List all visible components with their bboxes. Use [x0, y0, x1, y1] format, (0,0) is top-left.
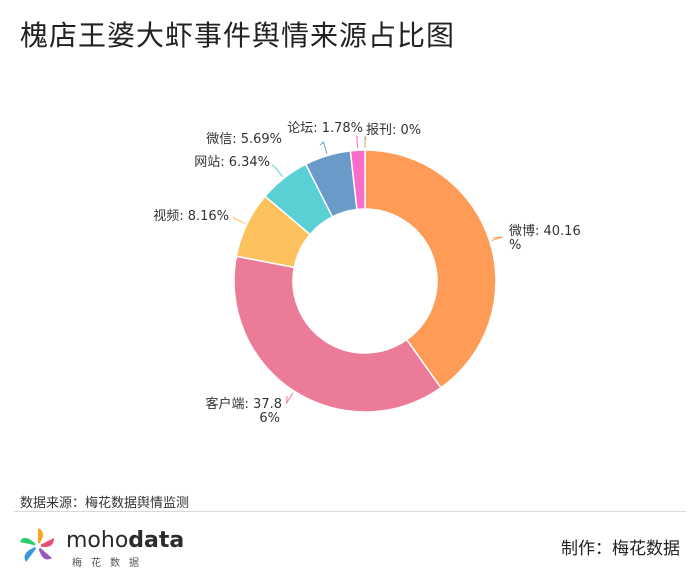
- donut-slices: [233, 149, 497, 413]
- slice-label-2: 客户端: 37.8 6%: [206, 396, 282, 426]
- leader-line-6: [356, 135, 359, 149]
- slice-label-1: 微博: 40.16%: [509, 224, 581, 253]
- data-source-note: 数据来源：梅花数据舆情监测: [20, 496, 190, 511]
- label-leader-lines: [232, 135, 504, 405]
- logo-word-bold: data: [128, 528, 185, 553]
- slice-label-4: 网站: 6.34%: [194, 155, 270, 170]
- donut-chart: 微博: 40.16 % 客户端: 37.8 6% 视频: 8.16% 网站: 6.34% 微…: [153, 121, 581, 426]
- mohodata-logo: mohodata 梅花数据: [18, 524, 184, 569]
- leader-line-2: [285, 392, 294, 405]
- slice-label-3: 视频: 8.16%: [153, 209, 229, 224]
- leader-line-7: [364, 135, 367, 148]
- slice-label-7: 报刊: 0%: [366, 123, 421, 138]
- maker-credit: 制作：梅花数据: [561, 539, 680, 559]
- slice-1[interactable]: [364, 149, 497, 389]
- logo-subtitle: 梅花数据: [72, 558, 148, 569]
- chart-title: 槐店王婆大虾事件舆情来源占比图: [20, 19, 456, 52]
- footer-divider: [14, 511, 686, 512]
- slice-2[interactable]: [233, 255, 442, 413]
- leader-line-4: [271, 164, 283, 177]
- logo-word-light: moho: [66, 528, 129, 553]
- slice-label-5: 微信: 5.69%: [206, 132, 282, 147]
- slice-6[interactable]: [349, 149, 366, 211]
- slice-labels: 微博: 40.16 % 客户端: 37.8 6% 视频: 8.16% 网站: 6.34% 微…: [153, 121, 581, 426]
- leader-line-3: [232, 215, 246, 225]
- leader-line-1: [491, 236, 504, 242]
- logo-wordmark: mohodata: [66, 528, 184, 553]
- slice-label-6: 论坛: 1.78%: [287, 121, 363, 136]
- leader-line-5: [319, 141, 328, 154]
- pinwheel-logo-icon: [20, 528, 54, 562]
